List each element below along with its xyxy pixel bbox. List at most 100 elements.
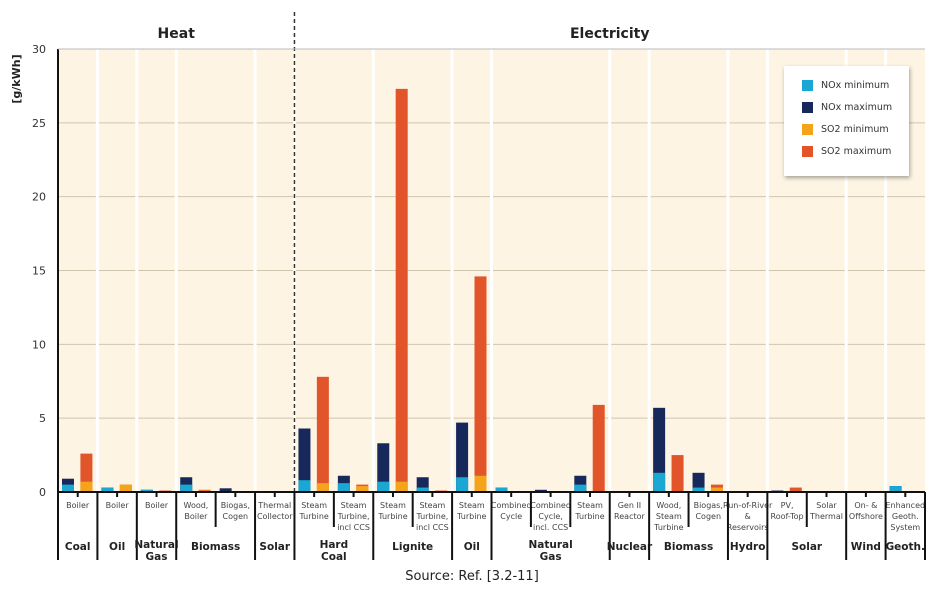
y-tick-label: 25 — [32, 117, 46, 130]
group-label: Gas — [146, 551, 168, 563]
sub-category-label: Cycle — [500, 512, 522, 521]
sub-category-label: Steam — [577, 501, 603, 510]
sub-category-label: Thermal — [257, 501, 291, 510]
group-gap — [608, 49, 612, 492]
sub-category-label: Turbine — [574, 512, 604, 521]
y-tick-label: 20 — [32, 191, 46, 204]
so2-min-bar — [119, 484, 132, 492]
so2-min-bar — [316, 483, 329, 492]
group-gap — [174, 49, 178, 492]
group-label: Nuclear — [607, 541, 653, 553]
nox-max-bar — [219, 488, 232, 492]
so2-max-bar — [671, 455, 684, 492]
so2-max-bar — [592, 404, 605, 492]
sub-category-label: Steam — [459, 501, 485, 510]
sub-category-label: & — [745, 512, 751, 521]
nox-min-bar — [692, 487, 705, 492]
sub-category-label: Biogas, — [694, 501, 723, 510]
sub-category-label: System — [890, 523, 920, 532]
sub-category-label: Cogen — [223, 512, 249, 521]
source-note: Source: Ref. [3.2-11] — [405, 569, 539, 584]
group-gap — [647, 49, 651, 492]
sub-category-label: Biogas, — [221, 501, 250, 510]
sub-category-label: Wood, — [656, 501, 681, 510]
sub-category-label: Turbine — [298, 512, 328, 521]
group-label: Biomass — [191, 541, 240, 553]
nox-min-bar — [62, 484, 74, 492]
so2-min-bar — [474, 475, 487, 492]
group-label: Gas — [540, 551, 562, 563]
y-tick-label: 10 — [32, 338, 46, 351]
so2-max-bar — [395, 88, 408, 493]
so2-min-bar — [80, 481, 93, 492]
legend-item-so2-max: SO2 maximum — [802, 146, 891, 157]
sub-category-label: Turbine — [377, 512, 407, 521]
legend-swatch — [802, 146, 813, 157]
sub-category-label: Turbine, — [337, 512, 370, 521]
sub-category-label: incl CCS — [337, 523, 370, 532]
nox-min-bar — [653, 472, 666, 492]
sub-category-label: incl CCS — [416, 523, 449, 532]
group-gap — [884, 49, 888, 492]
group-label: Hydro — [730, 541, 766, 553]
group-label: Natural — [134, 539, 178, 551]
group-label: Solar — [259, 541, 290, 553]
nox-min-bar — [889, 486, 902, 492]
sub-category-label: Roof-Top — [771, 512, 804, 521]
so2-min-bar — [710, 487, 723, 492]
nox-min-bar — [298, 480, 311, 492]
group-label: Geoth. — [886, 541, 925, 553]
nox-min-bar — [140, 489, 153, 492]
sub-category-label: Solar — [816, 501, 837, 510]
sub-category-label: Reservoirs — [727, 523, 769, 532]
sub-category-label: Offshore — [849, 512, 883, 521]
nox-min-bar — [574, 484, 587, 492]
sub-category-label: Steam — [419, 501, 445, 510]
nox-max-bar — [692, 472, 705, 492]
y-tick-label: 15 — [32, 265, 46, 278]
so2-max-bar — [789, 487, 802, 492]
legend-label: NOx minimum — [821, 80, 890, 91]
sub-category-label: Steam — [380, 501, 406, 510]
so2-max-bar — [316, 376, 329, 492]
legend-item-nox-max: NOx maximum — [802, 102, 892, 113]
sub-category-label: Turbine — [653, 523, 683, 532]
group-gap — [765, 49, 769, 492]
group-label: Biomass — [664, 541, 713, 553]
group-gap — [450, 49, 454, 492]
nox-max-bar — [456, 422, 469, 492]
legend-swatch — [802, 124, 813, 135]
sub-category-label: Run-of-River — [723, 501, 773, 510]
legend-swatch — [802, 102, 813, 113]
sub-category-label: Cycle, — [538, 512, 562, 521]
y-axis-label: [g/kWh] — [10, 54, 23, 103]
legend-item-nox-min: NOx minimum — [802, 80, 889, 91]
group-gap — [490, 49, 493, 492]
so2-min-bar — [395, 481, 408, 492]
group-label: Natural — [528, 539, 572, 551]
legend-label: SO2 minimum — [821, 124, 889, 135]
sub-category-label: Turbine — [456, 512, 486, 521]
nox-max-bar — [298, 428, 311, 492]
y-tick-label: 5 — [39, 412, 46, 425]
nox-min-bar — [101, 487, 114, 492]
group-gap — [253, 49, 257, 492]
sub-category-label: Wood, — [184, 501, 209, 510]
nox-max-bar — [377, 443, 390, 492]
legend-swatch — [802, 80, 813, 91]
group-label: Coal — [321, 551, 347, 563]
sub-category-label: Combined — [530, 501, 571, 510]
sub-category-label: Combined — [491, 501, 532, 510]
sub-category-label: Steam — [341, 501, 367, 510]
sub-category-label: Cogen — [695, 512, 721, 521]
nox-max-bar — [653, 407, 666, 492]
y-tick-label: 30 — [32, 43, 46, 56]
nox-min-bar — [337, 483, 350, 492]
group-gap — [844, 49, 848, 492]
sub-category-label: Boiler — [145, 501, 169, 510]
legend-label: NOx maximum — [821, 102, 893, 113]
group-label: Coal — [65, 541, 91, 553]
sub-category-label: Reactor — [614, 512, 645, 521]
